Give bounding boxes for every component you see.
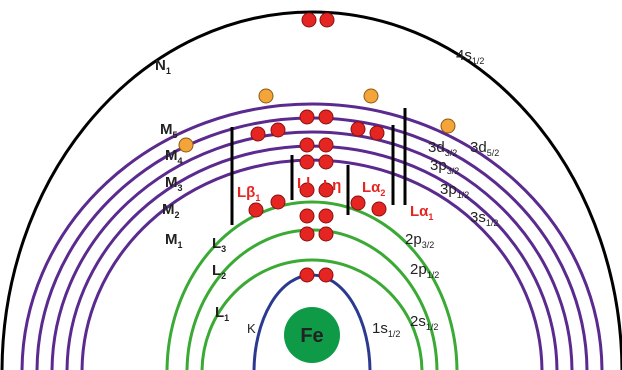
label-main: 3d — [428, 139, 445, 156]
shell-label: L2 — [212, 262, 226, 281]
label-main: Lη — [323, 177, 341, 194]
label-sub: 2 — [221, 271, 226, 281]
label-main: 2p — [410, 261, 427, 278]
label-sub: 1/2 — [427, 270, 440, 280]
label-main: L — [215, 304, 224, 321]
label-sub: 1 — [428, 212, 433, 222]
label-sub: 1/2 — [388, 329, 401, 339]
shell-label: M2 — [162, 201, 180, 220]
electron — [300, 110, 314, 124]
electron — [351, 196, 365, 210]
electron — [319, 155, 333, 169]
label-main: Lα — [362, 179, 381, 196]
label-sub: 1/2 — [486, 218, 499, 228]
label-main: 4s — [456, 47, 472, 64]
electron — [271, 123, 285, 137]
label-sub: 1/2 — [472, 56, 485, 66]
label-sub: 5 — [173, 130, 178, 140]
label-main: 3d — [470, 139, 487, 156]
label-sub: 3 — [221, 244, 226, 254]
electron — [259, 89, 273, 103]
label-main: M — [160, 121, 173, 138]
label-sub: 1/2 — [426, 322, 439, 332]
shell-label: M5 — [160, 121, 178, 140]
label-sub: 1 — [255, 193, 260, 203]
electron — [300, 155, 314, 169]
label-main: M — [165, 174, 178, 191]
electron — [370, 126, 384, 140]
label-sub: 3/2 — [447, 166, 460, 176]
label-sub: 5/2 — [487, 148, 500, 158]
electron — [302, 13, 316, 27]
label-main: 3p — [440, 181, 457, 198]
label-main: 1s — [372, 320, 388, 337]
orbital-label: 2p1/2 — [410, 261, 439, 280]
electron — [372, 202, 386, 216]
shell-label: N1 — [155, 57, 171, 76]
electron — [319, 227, 333, 241]
orbital-label: 3d3/2 — [428, 139, 457, 158]
shell-label: K — [247, 321, 256, 336]
electron — [441, 119, 455, 133]
shell-label: L1 — [215, 304, 229, 323]
label-main: Ll — [297, 175, 310, 192]
electron — [249, 203, 263, 217]
shell-label: M3 — [165, 174, 183, 193]
xray-line-label: Lη — [323, 177, 341, 194]
label-main: 3p — [430, 157, 447, 174]
xray-line-label: Lβ1 — [237, 184, 260, 203]
electron — [319, 268, 333, 282]
label-main: Lβ — [237, 184, 255, 201]
label-sub: 2 — [380, 188, 385, 198]
electron — [300, 268, 314, 282]
electron — [271, 195, 285, 209]
electron — [320, 13, 334, 27]
electron — [319, 110, 333, 124]
label-main: N — [155, 57, 166, 74]
label-main: 2s — [410, 313, 426, 330]
label-sub: 1 — [178, 240, 183, 250]
label-main: L — [212, 262, 221, 279]
electron — [300, 209, 314, 223]
orbital-label: 4s1/2 — [456, 47, 484, 66]
orbital-label: 2s1/2 — [410, 313, 438, 332]
label-sub: 3/2 — [422, 240, 435, 250]
orbital-label: 3s1/2 — [470, 209, 498, 228]
element-label: Fe — [300, 325, 323, 347]
label-main: K — [247, 321, 256, 336]
electron — [251, 127, 265, 141]
label-main: M — [165, 147, 178, 164]
orbital-label: 3p3/2 — [430, 157, 459, 176]
label-main: 2p — [405, 231, 422, 248]
electron — [319, 209, 333, 223]
shell-label: M1 — [165, 231, 183, 250]
label-main: L — [212, 235, 221, 252]
electron — [300, 138, 314, 152]
electron — [351, 122, 365, 136]
electron — [364, 89, 378, 103]
electron — [179, 138, 193, 152]
orbital-label: 3d5/2 — [470, 139, 499, 158]
label-sub: 1 — [166, 66, 171, 76]
fe-shell-diagram: Fe N1 M5 M4 M3 M2 M1 L3 L2 L1 K 4s1/2 3d… — [0, 0, 622, 370]
label-sub: 4 — [178, 156, 183, 166]
electron — [319, 138, 333, 152]
orbital-label: 2p3/2 — [405, 231, 434, 250]
label-main: 3s — [470, 209, 486, 226]
orbital-label: 3p1/2 — [440, 181, 469, 200]
label-sub: 1/2 — [457, 190, 470, 200]
xray-line-label: Lα2 — [362, 179, 385, 198]
label-main: Lα — [410, 203, 429, 220]
electron — [300, 227, 314, 241]
label-sub: 1 — [224, 313, 229, 323]
xray-line-label: Ll — [297, 175, 310, 192]
orbital-label: 1s1/2 — [372, 320, 400, 339]
label-main: M — [162, 201, 175, 218]
label-sub: 2 — [175, 210, 180, 220]
xray-line-label: Lα1 — [410, 203, 433, 222]
label-sub: 3 — [178, 183, 183, 193]
label-main: M — [165, 231, 178, 248]
